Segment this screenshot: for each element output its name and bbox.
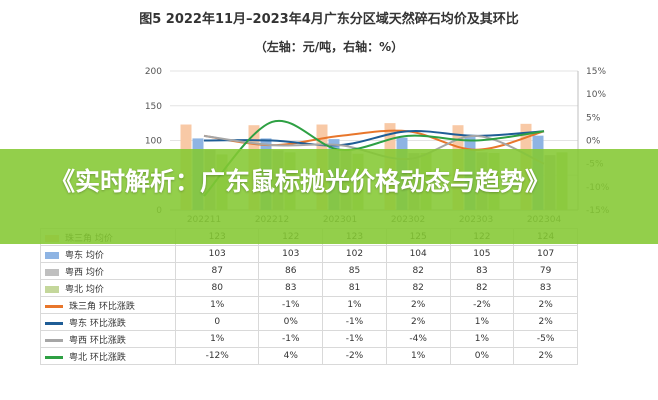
legend-entry: 珠三角 环比涨跌 [40, 296, 176, 314]
data-label: -1% [322, 313, 387, 331]
right-axis-tick-label: 15% [586, 67, 606, 77]
table-row: 珠三角 环比涨跌 1% -1% 1% 2% -2% 2% [40, 296, 578, 314]
legend-entry: 粤东 均价 [40, 245, 176, 263]
data-label: 87 [174, 262, 260, 280]
left-axis-tick-label: 200 [145, 67, 162, 77]
data-label: 79 [513, 262, 578, 280]
table-row: 粤东 均价 103 103 102 104 105 107 [40, 245, 578, 263]
data-label: 2% [513, 296, 578, 314]
data-label: 1% [322, 296, 387, 314]
data-label: 103 [258, 245, 324, 263]
data-label: -2% [449, 296, 515, 314]
data-label: 107 [513, 245, 578, 263]
data-label: 2% [385, 296, 451, 314]
table-row: 粤北 均价 80 83 81 82 82 83 [40, 279, 578, 297]
legend-entry: 粤西 均价 [40, 262, 176, 280]
right-axis-tick-label: 5% [586, 113, 601, 123]
legend-swatch [45, 268, 59, 276]
legend-entry: 粤东 环比涨跌 [40, 313, 176, 331]
data-label: 0 [174, 313, 260, 331]
headline-text: 《实时解析：广东鼠标抛光价格动态与趋势》 [50, 167, 551, 196]
data-label: 80 [174, 279, 260, 297]
legend-swatch [45, 304, 63, 308]
data-label: -12% [174, 347, 260, 365]
right-axis-tick-label: 0% [586, 137, 601, 147]
data-label: 83 [513, 279, 578, 297]
headline-banner [0, 149, 658, 244]
legend-swatch [45, 355, 63, 359]
legend-swatch [45, 251, 59, 259]
legend-entry: 粤西 环比涨跌 [40, 330, 176, 348]
table-row: 粤东 环比涨跌 0 0% -1% 2% 1% 2% [40, 313, 578, 331]
legend-swatch [45, 285, 59, 293]
data-label: -2% [322, 347, 387, 365]
legend-entry: 粤北 均价 [40, 279, 176, 297]
data-label: 0% [258, 313, 324, 331]
series-line [203, 119, 545, 197]
data-label: 81 [322, 279, 387, 297]
right-axis-tick-label: 10% [586, 90, 606, 100]
data-label: 1% [449, 330, 515, 348]
chart-title: 图5 2022年11月–2023年4月广东分区域天然碎石均价及其环比 [139, 12, 519, 27]
legend-label: 粤北 均价 [65, 284, 104, 295]
data-label: 85 [322, 262, 387, 280]
data-label: -4% [385, 330, 451, 348]
data-label: -1% [258, 296, 324, 314]
data-label: 2% [513, 313, 578, 331]
data-label: 1% [449, 313, 515, 331]
legend-label: 粤东 均价 [65, 250, 104, 261]
legend-label: 粤北 环比涨跌 [69, 352, 126, 363]
data-label: -1% [258, 330, 324, 348]
data-label: 86 [258, 262, 324, 280]
data-label: 82 [449, 279, 515, 297]
data-label: 1% [174, 296, 260, 314]
left-axis-tick-label: 150 [145, 102, 162, 112]
data-label: 102 [322, 245, 387, 263]
legend-label: 粤西 均价 [65, 267, 104, 278]
data-label: 105 [449, 245, 515, 263]
chart-subtitle: （左轴：元/吨，右轴：%） [254, 40, 404, 54]
table-row: 粤西 均价 87 86 85 82 83 79 [40, 262, 578, 280]
data-label: 2% [385, 313, 451, 331]
data-label: 83 [258, 279, 324, 297]
data-label: 2% [513, 347, 578, 365]
data-label: -5% [513, 330, 578, 348]
legend-swatch [45, 321, 63, 325]
data-label: 1% [174, 330, 260, 348]
data-label: 82 [385, 279, 451, 297]
data-table: 珠三角 均价123122123125122124粤东 均价10310310210… [40, 228, 578, 365]
data-label: 1% [385, 347, 451, 365]
table-row: 粤西 环比涨跌 1% -1% -1% -4% 1% -5% [40, 330, 578, 348]
data-label: 103 [174, 245, 260, 263]
legend-label: 珠三角 环比涨跌 [69, 301, 135, 312]
data-label: 83 [449, 262, 515, 280]
data-label: 104 [385, 245, 451, 263]
table-row: 粤北 环比涨跌 -12% 4% -2% 1% 0% 2% [40, 347, 578, 365]
legend-label: 粤西 环比涨跌 [69, 335, 126, 346]
left-axis-tick-label: 100 [145, 137, 162, 147]
legend-swatch [45, 338, 63, 342]
data-label: -1% [322, 330, 387, 348]
legend-label: 粤东 环比涨跌 [69, 318, 126, 329]
data-label: 0% [449, 347, 515, 365]
legend-entry: 粤北 环比涨跌 [40, 347, 176, 365]
data-label: 82 [385, 262, 451, 280]
data-label: 4% [258, 347, 324, 365]
